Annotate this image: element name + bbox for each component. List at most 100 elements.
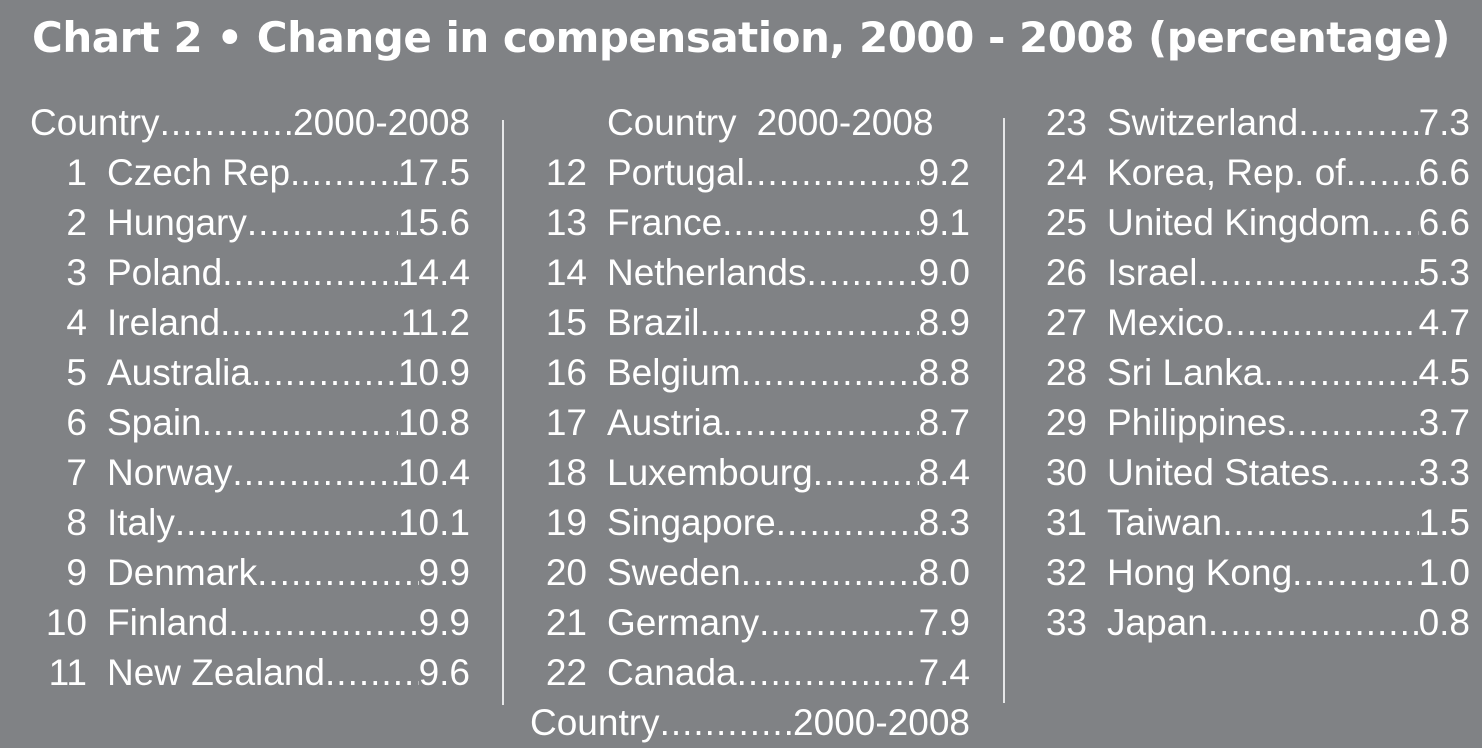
leader-dots <box>1197 248 1418 298</box>
row-rank: 10 <box>45 602 87 643</box>
table-row: 20 Sweden 8.0 <box>530 548 970 598</box>
row-rank: 25 <box>1045 202 1087 243</box>
row-value: 9.9 <box>418 552 470 593</box>
leader-dots <box>222 248 398 298</box>
table-row: 21 Germany 7.9 <box>530 598 970 648</box>
table-row: 30 United States 3.3 <box>1030 448 1470 498</box>
table-row: 13 France 9.1 <box>530 198 970 248</box>
row-country: Austria <box>607 402 723 443</box>
column-divider <box>1003 118 1005 703</box>
leader-dots <box>807 248 919 298</box>
row-rank: 8 <box>66 502 87 543</box>
leader-dots <box>300 148 398 198</box>
row-country: Denmark <box>107 552 258 593</box>
row-value: 0.8 <box>1418 602 1470 643</box>
header-period: 2000-2008 <box>293 102 470 143</box>
row-value: 9.9 <box>418 602 470 643</box>
row-country: Brazil <box>607 302 700 343</box>
table-row: 26 Israel 5.3 <box>1030 248 1470 298</box>
row-country: Israel <box>1107 252 1198 293</box>
row-country: United States <box>1107 452 1330 493</box>
table-row: 31 Taiwan 1.5 <box>1030 498 1470 548</box>
leader-dots <box>813 448 919 498</box>
leader-dots <box>1286 398 1419 448</box>
table-row: 1 Czech Rep. 17.5 <box>30 148 470 198</box>
row-value: 10.4 <box>397 452 470 493</box>
row-rank: 14 <box>545 252 587 293</box>
table-row: 6 Spain 10.8 <box>30 398 470 448</box>
row-country: Taiwan <box>1107 502 1223 543</box>
row-country: Czech Rep. <box>107 152 301 193</box>
table-row: 5 Australia 10.9 <box>30 348 470 398</box>
header-country: Country <box>30 102 160 143</box>
row-country: Finland <box>107 602 229 643</box>
table-row: 3 Poland 14.4 <box>30 248 470 298</box>
row-rank: 24 <box>1045 152 1087 193</box>
row-rank: 29 <box>1045 402 1087 443</box>
leader-dots <box>722 398 918 448</box>
leader-dots <box>1370 198 1418 248</box>
leader-dots <box>1346 148 1419 198</box>
row-country: Spain <box>107 402 202 443</box>
leader-dots <box>257 548 418 598</box>
row-value: 5.3 <box>1418 252 1470 293</box>
row-country: New Zealand <box>107 652 326 693</box>
table-row: 33 Japan 0.8 <box>1030 598 1470 648</box>
leader-dots <box>745 148 919 198</box>
leader-dots <box>325 648 419 698</box>
row-rank: 23 <box>1045 102 1087 143</box>
row-value: 4.5 <box>1418 352 1470 393</box>
row-rank: 4 <box>66 302 87 343</box>
leader-dots <box>722 198 918 248</box>
row-country: Luxembourg <box>607 452 813 493</box>
row-value: 11.2 <box>400 302 470 343</box>
row-rank: 15 <box>545 302 587 343</box>
table-row: 11 New Zealand 9.6 <box>30 648 470 698</box>
leader-dots <box>175 498 398 548</box>
row-rank: 5 <box>66 352 87 393</box>
row-rank: 6 <box>66 402 87 443</box>
table-row: 2 Hungary 15.6 <box>30 198 470 248</box>
table-row: 17 Austria 8.7 <box>530 398 970 448</box>
table-row: 9 Denmark 9.9 <box>30 548 470 598</box>
row-value: 8.4 <box>918 452 970 493</box>
row-rank: 7 <box>66 452 87 493</box>
row-country: Italy <box>107 502 175 543</box>
column-footer: Country 2000-2008 <box>530 698 970 748</box>
leader-dots <box>1224 298 1418 348</box>
row-value: 14.4 <box>397 252 470 293</box>
row-value: 7.4 <box>918 652 970 693</box>
column-header: Country 2000-2008 <box>30 98 470 148</box>
row-rank: 1 <box>66 152 87 193</box>
row-value: 8.7 <box>918 402 970 443</box>
row-rank: 2 <box>66 202 87 243</box>
table-row: 32 Hong Kong 1.0 <box>1030 548 1470 598</box>
leader-dots <box>1263 348 1418 398</box>
header-period: 2000-2008 <box>756 102 934 143</box>
leader-dots <box>228 598 418 648</box>
table-row: 29 Philippines 3.7 <box>1030 398 1470 448</box>
row-value: 17.5 <box>397 152 470 193</box>
row-rank: 26 <box>1045 252 1087 293</box>
row-country: Poland <box>107 252 223 293</box>
leader-dots <box>776 498 919 548</box>
table-row: 14 Netherlands 9.0 <box>530 248 970 298</box>
column-header: Country 2000-2008 <box>530 98 970 148</box>
footer-country: Country <box>530 702 660 743</box>
row-rank: 16 <box>545 352 587 393</box>
row-value: 15.6 <box>397 202 470 243</box>
leader-dots <box>1208 598 1419 648</box>
row-country: Australia <box>107 352 251 393</box>
leader-dots <box>202 398 398 448</box>
leader-dots <box>700 298 919 348</box>
table-row: 16 Belgium 8.8 <box>530 348 970 398</box>
table-row: 25 United Kingdom 6.6 <box>1030 198 1470 248</box>
row-rank: 18 <box>545 452 587 493</box>
leader-dots <box>737 648 919 698</box>
leader-dots <box>1222 498 1418 548</box>
row-value: 3.7 <box>1418 402 1470 443</box>
row-value: 7.3 <box>1418 102 1470 143</box>
table-row: 18 Luxembourg 8.4 <box>530 448 970 498</box>
row-value: 8.9 <box>918 302 970 343</box>
row-rank: 17 <box>545 402 587 443</box>
